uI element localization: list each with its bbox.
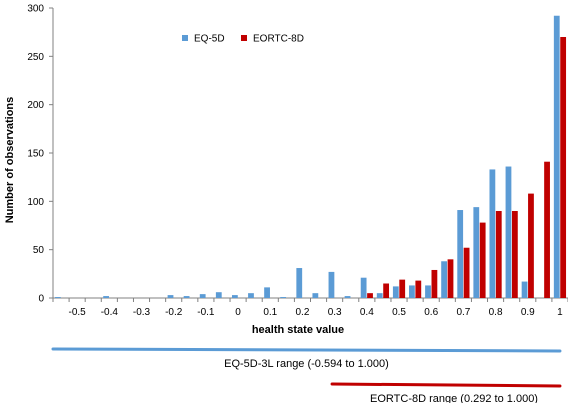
bar-eq5d (103, 296, 110, 298)
bar-eortc8d (544, 161, 550, 298)
bar-eq5d (167, 295, 174, 298)
x-tick-label: 0.5 (392, 307, 406, 318)
bar-eq5d (328, 271, 335, 298)
x-axis-title: health state value (252, 324, 344, 336)
y-axis-title: Number of observations (4, 97, 16, 224)
bar-eq5d (264, 287, 270, 298)
y-tick-label: 300 (27, 4, 44, 15)
bar-eq5d (553, 15, 560, 298)
bar-eq5d (344, 296, 351, 298)
bar-eortc8d (399, 279, 406, 298)
x-tick-label: 1 (557, 307, 563, 318)
x-tick-label: 0.6 (424, 307, 438, 318)
bar-eq5d (376, 293, 383, 298)
bar-eortc8d (479, 222, 486, 298)
bar-eortc8d (383, 283, 390, 298)
range-label-0: EQ-5D-3L range (-0.594 to 1.000) (224, 358, 389, 370)
y-tick-label: 250 (27, 52, 44, 63)
bar-eortc8d (431, 269, 438, 298)
x-tick-label: 0.8 (489, 307, 503, 318)
legend-swatch-eortc8d (241, 35, 247, 41)
bar-eq5d (183, 296, 190, 298)
x-tick-label: -0.3 (133, 307, 151, 318)
y-tick-label: 200 (27, 100, 44, 111)
y-tick-label: 150 (27, 149, 44, 160)
bar-eq5d (54, 297, 61, 298)
bar-eq5d (231, 295, 238, 298)
x-tick-label: 0 (235, 307, 241, 318)
legend-swatch-eq5d (182, 35, 188, 41)
x-tick-label: 0.4 (360, 307, 374, 318)
range-label-1: EORTC-8D range (0.292 to 1.000) (370, 393, 538, 403)
bar-eq5d (505, 166, 512, 298)
bar-eq5d (312, 293, 319, 298)
x-tick-label: 0.1 (263, 307, 277, 318)
x-tick-label: -0.1 (197, 307, 215, 318)
bar-eq5d (441, 261, 447, 298)
bar-eortc8d (528, 193, 534, 298)
bar-eortc8d (560, 37, 567, 298)
x-tick-label: -0.4 (101, 307, 119, 318)
bar-eortc8d (495, 211, 502, 298)
x-tick-label: 0.3 (328, 307, 342, 318)
ranges: EQ-5D-3L range (-0.594 to 1.000) EORTC-8D… (51, 347, 562, 403)
bar-eortc8d (367, 293, 373, 298)
legend-label-eortc8d: EORTC-8D (253, 34, 304, 45)
bar-eq5d (199, 294, 206, 298)
bar-eq5d (473, 207, 480, 298)
bar-eq5d (457, 210, 464, 298)
bar-eq5d (521, 281, 528, 298)
bar-eq5d (409, 285, 415, 298)
bar-eortc8d (415, 280, 422, 298)
bar-eortc8d (463, 247, 470, 298)
bar-eq5d (489, 169, 496, 298)
x-tick-label: -0.2 (165, 307, 183, 318)
x-tick-label: -0.5 (69, 307, 87, 318)
x-ticks: -0.5 -0.4 -0.3 -0.2 -0.1 0 0.1 0.2 0.3 0.4 0.5 0.6 0… (52, 298, 568, 318)
y-ticks: 0 50 100 150 200 250 300 (27, 4, 53, 305)
x-tick-label: 0.2 (296, 307, 310, 318)
range-line-0 (51, 347, 562, 353)
x-tick-label: 0.9 (521, 307, 535, 318)
bar-eortc8d (511, 211, 518, 298)
bar-eq5d (360, 277, 367, 298)
y-tick-label: 0 (38, 294, 44, 305)
bar-eq5d (215, 292, 222, 298)
bars (54, 15, 567, 298)
legend-label-eq5d: EQ-5D (194, 34, 225, 45)
bar-eq5d (392, 286, 399, 298)
y-tick-label: 50 (33, 245, 45, 256)
legend: EQ-5D EORTC-8D (182, 34, 304, 45)
range-line-1 (330, 382, 562, 388)
bar-eq5d (248, 293, 254, 298)
x-tick-label: 0.7 (456, 307, 470, 318)
bar-eq5d (425, 285, 431, 298)
bar-eq5d (296, 268, 303, 298)
bar-eortc8d (447, 259, 454, 298)
bar-eq5d (280, 297, 287, 298)
y-tick-label: 100 (27, 197, 44, 208)
